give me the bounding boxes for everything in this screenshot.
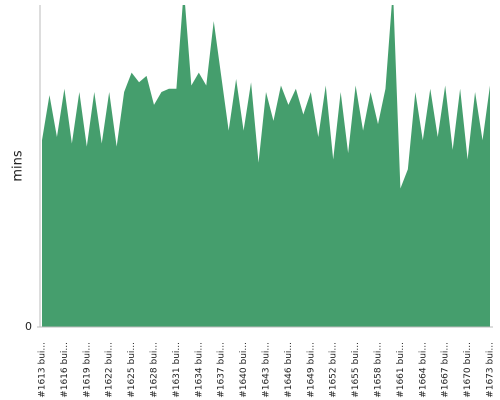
y-axis-label: mins <box>11 150 26 182</box>
x-tick-label: #1625 bui... <box>127 342 137 398</box>
x-tick-label: #1634 bui... <box>194 342 204 398</box>
x-tick-label: #1613 bui... <box>38 342 48 398</box>
x-tick-label: #1649 bui... <box>306 342 316 398</box>
x-tick-label: #1619 bui... <box>82 342 92 398</box>
x-tick-label: #1628 bui... <box>150 342 160 398</box>
x-tick-label: #1652 bui... <box>329 342 339 398</box>
x-tick-label: #1673 bui... <box>486 342 496 398</box>
x-tick-label: #1667 bui... <box>441 342 451 398</box>
x-tick-label: #1640 bui... <box>239 342 249 398</box>
y-tick-label: 0 <box>25 320 32 333</box>
x-tick-label: #1646 bui... <box>284 342 294 398</box>
x-tick-label: #1670 bui... <box>463 342 473 398</box>
x-tick-label: #1637 bui... <box>217 342 227 398</box>
x-tick-label: #1655 bui... <box>351 342 361 398</box>
x-tick-label: #1622 bui... <box>105 342 115 398</box>
x-tick-label: #1631 bui... <box>172 342 182 398</box>
x-tick-label: #1661 bui... <box>396 342 406 398</box>
x-tick-label: #1643 bui... <box>262 342 272 398</box>
x-tick-label: #1658 bui... <box>374 342 384 398</box>
area <box>42 5 490 327</box>
x-tick-label: #1664 bui... <box>418 342 428 398</box>
x-tick-label: #1616 bui... <box>60 342 70 398</box>
